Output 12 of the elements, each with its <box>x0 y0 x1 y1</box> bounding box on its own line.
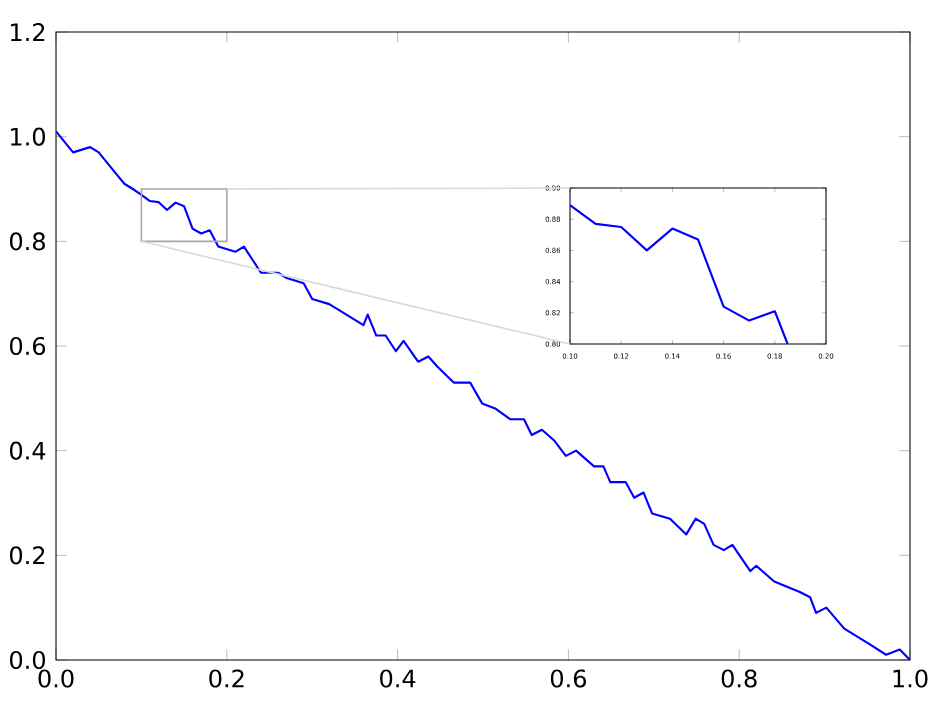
x-tick-label: 0.2 <box>209 669 244 688</box>
y-tick-label: 0.4 <box>10 441 46 460</box>
x-tick-label: 0.0 <box>38 669 74 688</box>
x-tick-label: 1.0 <box>893 669 928 688</box>
y-tick-label: 1.0 <box>11 127 45 146</box>
x-tick-label: 0.4 <box>380 669 416 688</box>
line-series <box>570 204 789 345</box>
x-tick-label: 0.8 <box>721 669 757 688</box>
y-tick-label: 1.2 <box>11 23 45 41</box>
y-tick-label: 0.8 <box>10 232 45 251</box>
y-tick-label: 0.2 <box>10 546 45 565</box>
y-tick-label: 0.0 <box>10 650 45 670</box>
